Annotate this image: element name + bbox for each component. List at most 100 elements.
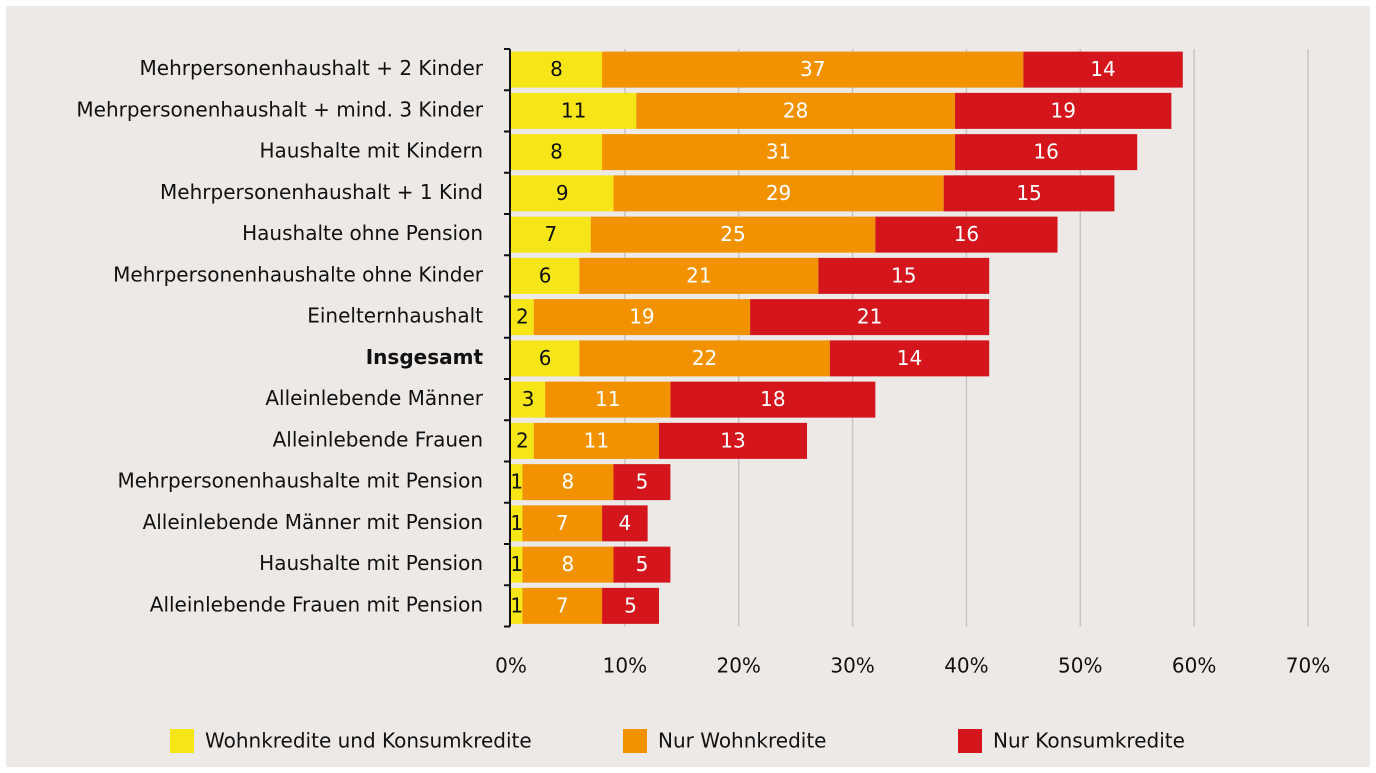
data-label: 31 bbox=[766, 140, 791, 164]
data-label: 1 bbox=[510, 593, 523, 617]
data-label: 8 bbox=[562, 552, 575, 576]
data-label: 8 bbox=[550, 57, 563, 81]
y-tick-label: Alleinlebende Frauen mit Pension bbox=[150, 592, 483, 616]
data-label: 19 bbox=[1050, 98, 1075, 122]
bar-segment bbox=[533, 422, 660, 459]
bar-segment bbox=[511, 92, 637, 129]
data-label: 2 bbox=[516, 305, 529, 329]
data-label: 29 bbox=[766, 181, 791, 205]
legend-swatch bbox=[623, 729, 647, 753]
data-label: 9 bbox=[556, 181, 569, 205]
data-label: 8 bbox=[550, 140, 563, 164]
data-label: 7 bbox=[556, 511, 569, 535]
bar-segment bbox=[511, 381, 546, 418]
data-label: 7 bbox=[544, 222, 557, 246]
bar-segment bbox=[659, 422, 808, 459]
bar-segment bbox=[590, 216, 876, 253]
data-label: 18 bbox=[760, 387, 785, 411]
bar-segment bbox=[511, 422, 534, 459]
data-label: 16 bbox=[954, 222, 979, 246]
y-tick-label: Haushalte mit Kindern bbox=[259, 139, 483, 163]
bar-segment bbox=[533, 299, 751, 336]
data-label: 11 bbox=[584, 428, 609, 452]
bar-segment bbox=[613, 546, 671, 583]
data-label: 4 bbox=[618, 511, 631, 535]
data-label: 28 bbox=[783, 98, 808, 122]
y-tick-label: Mehrpersonenhaushalte ohne Kinder bbox=[113, 262, 484, 286]
data-label: 15 bbox=[891, 263, 916, 287]
y-tick-label: Alleinlebende Männer bbox=[265, 386, 483, 410]
data-label: 15 bbox=[1016, 181, 1041, 205]
data-label: 13 bbox=[720, 428, 745, 452]
legend-label: Nur Wohnkredite bbox=[658, 729, 826, 753]
bar-segment bbox=[602, 505, 648, 542]
legend-swatch bbox=[170, 729, 194, 753]
data-label: 1 bbox=[510, 552, 523, 576]
bar-segment bbox=[511, 134, 603, 171]
data-label: 14 bbox=[897, 346, 922, 370]
data-label: 1 bbox=[510, 511, 523, 535]
bar-segment bbox=[522, 546, 614, 583]
y-tick-label: Mehrpersonenhaushalt + 1 Kind bbox=[160, 180, 483, 204]
data-label: 1 bbox=[510, 470, 523, 494]
bar-segment bbox=[511, 546, 523, 583]
y-tick-label: Haushalte mit Pension bbox=[259, 551, 483, 575]
bar-segment bbox=[602, 134, 956, 171]
bar-segment bbox=[875, 216, 1058, 253]
data-label: 25 bbox=[720, 222, 745, 246]
data-label: 16 bbox=[1033, 140, 1058, 164]
data-label: 37 bbox=[800, 57, 825, 81]
data-label: 14 bbox=[1090, 57, 1115, 81]
x-tick-label: 40% bbox=[944, 654, 988, 678]
bar-segment bbox=[511, 464, 523, 501]
x-tick-label: 10% bbox=[603, 654, 647, 678]
data-label: 8 bbox=[562, 470, 575, 494]
bar-segment bbox=[511, 587, 523, 624]
y-tick-label: Alleinlebende Frauen bbox=[273, 427, 483, 451]
data-label: 5 bbox=[624, 593, 637, 617]
bar-segment bbox=[750, 299, 990, 336]
data-label: 5 bbox=[636, 470, 649, 494]
bar-segment bbox=[943, 175, 1115, 212]
y-tick-label: Haushalte ohne Pension bbox=[242, 221, 483, 245]
data-label: 6 bbox=[539, 346, 552, 370]
y-tick-label: Alleinlebende Männer mit Pension bbox=[143, 510, 483, 534]
bar-segment bbox=[670, 381, 876, 418]
y-tick-label: Mehrpersonenhaushalt + mind. 3 Kinder bbox=[76, 97, 483, 121]
bar-segment bbox=[636, 92, 956, 129]
legend-label: Nur Konsumkredite bbox=[993, 729, 1185, 753]
y-tick-label: Insgesamt bbox=[366, 345, 484, 369]
x-tick-label: 30% bbox=[830, 654, 874, 678]
x-tick-label: 20% bbox=[716, 654, 760, 678]
bar-segment bbox=[579, 257, 819, 294]
data-label: 21 bbox=[857, 305, 882, 329]
bar-segment bbox=[602, 51, 1024, 88]
bar-segment bbox=[511, 299, 534, 336]
data-label: 7 bbox=[556, 593, 569, 617]
bar-segment bbox=[545, 381, 671, 418]
x-tick-label: 60% bbox=[1172, 654, 1216, 678]
bar-segment bbox=[522, 464, 614, 501]
data-label: 3 bbox=[522, 387, 535, 411]
y-tick-label: Mehrpersonenhaushalt + 2 Kinder bbox=[140, 56, 484, 80]
bar-segment bbox=[511, 505, 523, 542]
bar-segment bbox=[818, 257, 990, 294]
bar-segment bbox=[522, 505, 603, 542]
data-label: 2 bbox=[516, 428, 529, 452]
bar-segment bbox=[511, 175, 614, 212]
bar-segment bbox=[955, 92, 1172, 129]
bar-segment bbox=[511, 257, 580, 294]
data-label: 19 bbox=[629, 305, 654, 329]
data-label: 11 bbox=[595, 387, 620, 411]
x-tick-label: 70% bbox=[1286, 654, 1330, 678]
bar-segment bbox=[613, 464, 671, 501]
data-label: 21 bbox=[686, 263, 711, 287]
bar-segment bbox=[511, 340, 580, 377]
y-tick-label: Mehrpersonenhaushalte mit Pension bbox=[118, 469, 483, 493]
bar-segment bbox=[829, 340, 990, 377]
bar-segment bbox=[1023, 51, 1183, 88]
bar-segment bbox=[522, 587, 603, 624]
bar-segment bbox=[511, 51, 603, 88]
legend-swatch bbox=[958, 729, 982, 753]
